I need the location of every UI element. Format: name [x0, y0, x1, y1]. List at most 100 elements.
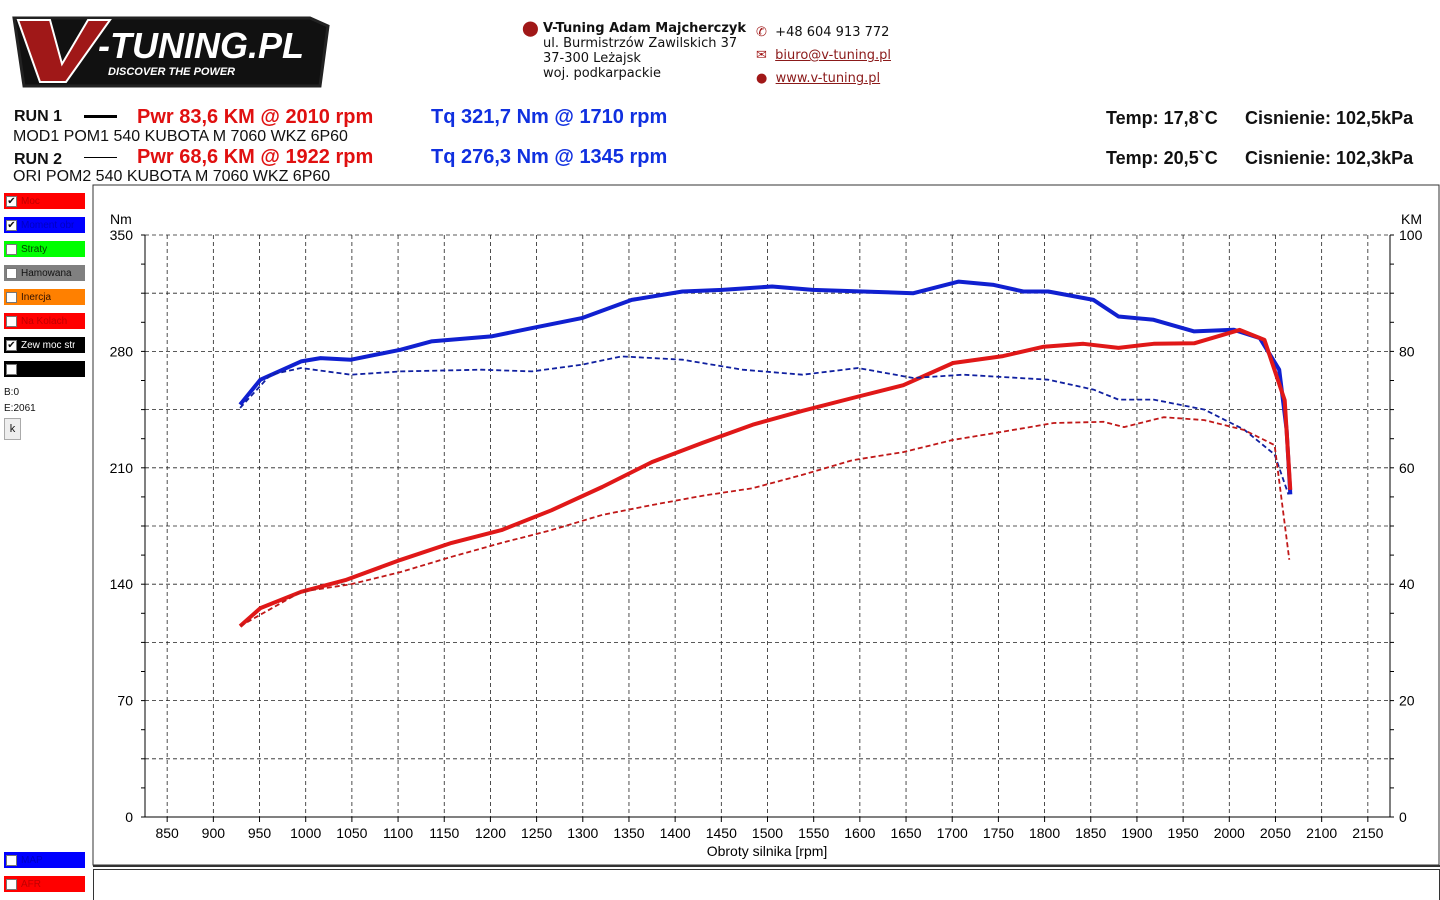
y-left-tick-label: 70 — [117, 693, 133, 709]
legend-toggle-straty[interactable]: Straty — [4, 241, 85, 257]
checkbox[interactable] — [6, 243, 17, 255]
x-tick-label: 1950 — [1168, 825, 1199, 841]
checkbox[interactable] — [6, 363, 17, 375]
x-tick-label: 1600 — [844, 825, 875, 841]
y-right-tick-label: 80 — [1399, 343, 1415, 359]
x-tick-label: 1400 — [660, 825, 691, 841]
y-left-label: Nm — [110, 211, 132, 227]
checkbox[interactable] — [6, 854, 17, 866]
x-tick-label: 1700 — [937, 825, 968, 841]
x-tick-label: 1650 — [890, 825, 921, 841]
legend-toggle-moment-obr[interactable]: ✔ Moment obr — [4, 217, 85, 233]
run2-pressure: Cisnienie: 102,3kPa — [1245, 148, 1414, 168]
legend-label: Moment obr — [21, 219, 75, 231]
region: woj. podkarpackie — [543, 66, 662, 81]
run1-label: RUN 1 — [14, 108, 63, 125]
marker-e: E:2061 — [4, 403, 36, 414]
svg-text:DISCOVER THE POWER: DISCOVER THE POWER — [108, 66, 235, 78]
checkbox[interactable] — [6, 878, 17, 890]
x-tick-label: 1100 — [383, 825, 413, 841]
x-tick-label: 1300 — [567, 825, 598, 841]
y-left-tick-label: 280 — [110, 343, 134, 359]
x-tick-label: 850 — [155, 825, 179, 841]
legend-label: AFR — [21, 878, 41, 890]
x-tick-label: 1150 — [429, 825, 459, 841]
y-right-tick-label: 40 — [1399, 576, 1415, 592]
legend-toggle-na-kolach[interactable]: Na Kolach — [4, 313, 85, 329]
run2-tq-curve — [239, 355, 1290, 495]
y-right-tick-label: 60 — [1399, 460, 1415, 476]
run1-description: MOD1 POM1 540 KUBOTA M 7060 WKZ 6P60 — [13, 128, 348, 145]
legend-label: Moc — [21, 195, 40, 207]
run1-tq-curve — [238, 279, 1293, 495]
y-left-tick-label: 350 — [110, 227, 134, 243]
y-left-tick-label: 140 — [110, 576, 134, 592]
x-tick-label: 1050 — [336, 825, 367, 841]
v-tuning-logo: -TUNING.PL DISCOVER THE POWER — [12, 16, 330, 88]
legend-label: Straty — [21, 243, 48, 255]
x-tick-label: 900 — [202, 825, 226, 841]
x-tick-label: 1850 — [1075, 825, 1106, 841]
phone-icon: ✆ — [756, 25, 767, 40]
legend-toggle-blank[interactable] — [4, 361, 85, 377]
run1-line-sample — [84, 115, 117, 118]
run2-pwr-curve — [239, 416, 1291, 627]
checkbox[interactable] — [6, 267, 17, 279]
checkbox[interactable]: ✔ — [6, 339, 17, 351]
mail-icon: ✉ — [756, 48, 767, 63]
legend-toggle-map[interactable]: MAP — [4, 852, 85, 868]
x-tick-label: 950 — [248, 825, 272, 841]
x-tick-label: 1800 — [1029, 825, 1060, 841]
run2-line-sample — [84, 157, 117, 158]
x-tick-label: 1900 — [1121, 825, 1152, 841]
run2-description: ORI POM2 540 KUBOTA M 7060 WKZ 6P60 — [13, 168, 331, 185]
legend-toggle-afr[interactable]: AFR — [4, 876, 85, 892]
x-tick-label: 1250 — [521, 825, 552, 841]
x-tick-label: 1550 — [798, 825, 829, 841]
run2-temp: Temp: 20,5`C — [1106, 148, 1218, 168]
y-left-tick-label: 210 — [110, 460, 134, 476]
x-tick-label: 1000 — [290, 825, 321, 841]
legend-toggle-hamowana[interactable]: Hamowana — [4, 265, 85, 281]
street: ul. Burmistrzów Zawilskich 37 — [543, 36, 738, 51]
phone: +48 604 913 772 — [775, 25, 890, 40]
legend-label: Inercja — [21, 291, 52, 303]
y-right-tick-label: 20 — [1399, 693, 1415, 709]
legend-toggle-zew-moc-str[interactable]: ✔ Zew moc str — [4, 337, 85, 353]
bottom-panel — [93, 869, 1440, 900]
run1-temp: Temp: 17,8`C — [1106, 108, 1218, 128]
x-axis-label: Obroty silnika [rpm] — [707, 843, 828, 859]
legend-label: Hamowana — [21, 267, 72, 279]
k-button[interactable]: k — [4, 418, 21, 440]
x-tick-label: 2000 — [1214, 825, 1245, 841]
address-block: ⬤ V-Tuning Adam Majcherczyk ul. Burmistr… — [522, 19, 746, 82]
run2-power: Pwr 68,6 KM @ 1922 rpm — [137, 146, 374, 168]
x-tick-label: 2050 — [1260, 825, 1291, 841]
legend-label: Zew moc str — [21, 339, 76, 351]
run1-pressure: Cisnienie: 102,5kPa — [1245, 108, 1414, 128]
legend-label: MAP — [21, 854, 43, 866]
legend-toggle-inercja[interactable]: Inercja — [4, 289, 85, 305]
run1-torque: Tq 321,7 Nm @ 1710 rpm — [431, 106, 668, 128]
contact-block: ✆ +48 604 913 772 ✉ biuro@v-tuning.pl ● … — [756, 21, 891, 90]
checkbox[interactable]: ✔ — [6, 195, 17, 207]
checkbox[interactable] — [6, 291, 17, 303]
checkbox[interactable] — [6, 315, 17, 327]
city: 37-300 Leżajsk — [543, 51, 641, 66]
x-tick-label: 1200 — [475, 825, 506, 841]
location-pin-icon: ⬤ — [522, 19, 539, 37]
x-tick-label: 1500 — [752, 825, 783, 841]
run2-label: RUN 2 — [14, 151, 63, 168]
checkbox[interactable]: ✔ — [6, 219, 17, 231]
run1-power: Pwr 83,6 KM @ 2010 rpm — [137, 106, 374, 128]
x-tick-label: 1750 — [983, 825, 1014, 841]
website-link[interactable]: www.v-tuning.pl — [775, 71, 881, 86]
legend-toggle-moc[interactable]: ✔ Moc — [4, 193, 85, 209]
y-right-tick-label: 100 — [1399, 227, 1423, 243]
run1-pwr-curve — [238, 327, 1293, 628]
svg-text:-TUNING.PL: -TUNING.PL — [98, 25, 304, 66]
x-tick-label: 2150 — [1352, 825, 1383, 841]
email-link[interactable]: biuro@v-tuning.pl — [775, 48, 891, 63]
x-tick-label: 2100 — [1306, 825, 1337, 841]
